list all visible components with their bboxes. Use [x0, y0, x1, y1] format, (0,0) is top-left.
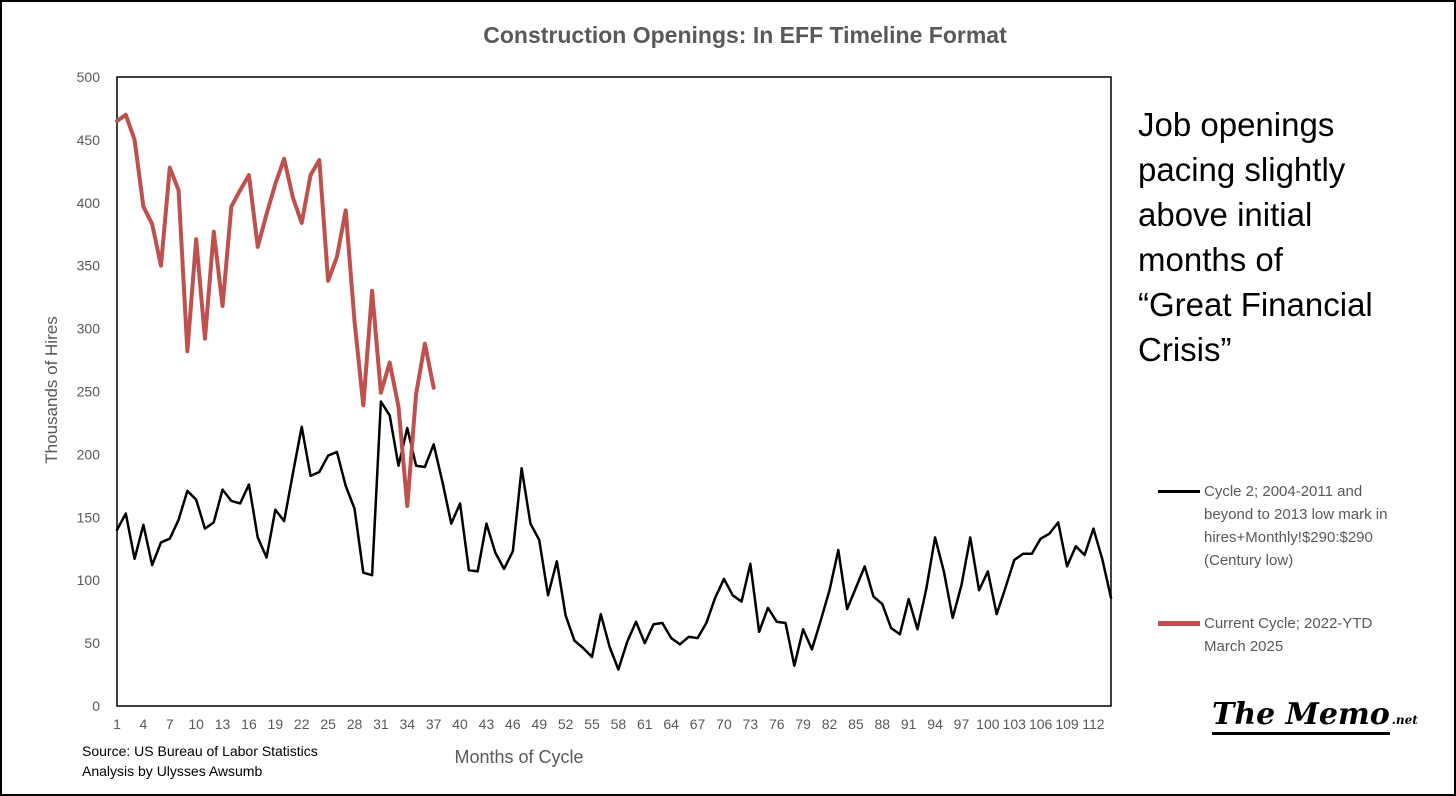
- y-tick-label: 0: [92, 698, 100, 714]
- x-tick-label: 112: [1082, 716, 1105, 732]
- legend-label-line: Current Cycle; 2022-YTD: [1204, 615, 1373, 632]
- x-tick-labels: 1 4 7 10 13 16 19 22 25 28 31 34 37 40 43 46 49 52 55 58 61 6…: [113, 716, 1105, 732]
- x-tick-label: 73: [743, 716, 759, 732]
- x-tick-label: 61: [637, 716, 653, 732]
- x-tick-label: 22: [294, 716, 310, 732]
- y-tick-label: 250: [77, 384, 101, 400]
- y-tick-label: 400: [77, 195, 101, 211]
- x-tick-label: 19: [268, 716, 284, 732]
- x-tick-label: 1: [113, 716, 121, 732]
- source-note: Source: US Bureau of Labor Statistics An…: [82, 741, 318, 781]
- x-tick-label: 40: [452, 716, 468, 732]
- x-tick-label: 13: [215, 716, 231, 732]
- x-tick-label: 100: [976, 716, 1000, 732]
- x-tick-label: 67: [690, 716, 706, 732]
- x-tick-label: 82: [822, 716, 838, 732]
- series-line-current-cycle: [115, 112, 436, 508]
- y-tick-label: 300: [77, 321, 101, 337]
- x-tick-label: 94: [927, 716, 943, 732]
- x-tick-label: 16: [241, 716, 257, 732]
- x-tick-label: 25: [320, 716, 336, 732]
- x-tick-label: 79: [795, 716, 811, 732]
- y-tick-label: 450: [77, 132, 101, 148]
- legend-label-cycle-2: Cycle 2; 2004-2011 and beyond to 2013 lo…: [1204, 480, 1444, 572]
- axes: [116, 76, 1112, 707]
- x-tick-label: 55: [584, 716, 600, 732]
- the-memo-logo: The Memo .net: [1212, 697, 1418, 735]
- legend-label-line: (Century low): [1204, 552, 1294, 569]
- x-tick-label: 109: [1055, 716, 1079, 732]
- x-tick-label: 31: [373, 716, 389, 732]
- y-tick-label: 100: [77, 572, 101, 588]
- y-tick-label: 150: [77, 509, 101, 525]
- x-tick-label: 76: [769, 716, 785, 732]
- x-tick-label: 7: [166, 716, 174, 732]
- y-tick-label: 200: [77, 446, 101, 462]
- x-tick-label: 85: [848, 716, 864, 732]
- source-line: Analysis by Ulysses Awsumb: [82, 763, 263, 779]
- y-axis-title: Thousands of Hires: [42, 316, 61, 464]
- x-tick-label: 34: [399, 716, 415, 732]
- y-tick-label: 350: [77, 258, 101, 274]
- x-tick-label: 10: [188, 716, 204, 732]
- x-tick-label: 97: [954, 716, 970, 732]
- legend-label-line: hires+Monthly!$290:$290: [1204, 529, 1373, 546]
- x-tick-label: 103: [1003, 716, 1027, 732]
- y-tick-labels: 0 50 100 150 200 250 300 350 400 450 500: [77, 69, 101, 714]
- x-tick-label: 49: [531, 716, 547, 732]
- legend-label-line: March 2025: [1204, 638, 1284, 655]
- legend-label-line: Cycle 2; 2004-2011 and: [1204, 483, 1363, 500]
- plot-border: [116, 76, 1112, 707]
- x-tick-label: 88: [875, 716, 891, 732]
- y-tick-label: 50: [84, 635, 100, 651]
- x-tick-label: 58: [611, 716, 627, 732]
- annotation-line: above initial: [1138, 196, 1313, 233]
- legend-label-current-cycle: Current Cycle; 2022-YTD March 2025: [1204, 612, 1444, 658]
- annotation-line: Crisis”: [1138, 331, 1232, 368]
- x-tick-label: 46: [505, 716, 521, 732]
- chart-title: Construction Openings: In EFF Timeline F…: [483, 22, 1007, 48]
- legend-swatch-current-cycle: [1158, 621, 1200, 626]
- x-tick-label: 106: [1029, 716, 1053, 732]
- annotation-text: Job openings pacing slightly above initi…: [1138, 102, 1438, 372]
- annotation-line: “Great Financial: [1138, 286, 1373, 323]
- legend-label-line: beyond to 2013 low mark in: [1204, 506, 1388, 523]
- series-layer: [115, 112, 1113, 671]
- source-line: Source: US Bureau of Labor Statistics: [82, 743, 318, 759]
- logo-main-text: The Memo: [1212, 697, 1390, 735]
- x-tick-label: 37: [426, 716, 442, 732]
- x-tick-label: 70: [716, 716, 732, 732]
- annotation-line: pacing slightly: [1138, 151, 1346, 188]
- y-tick-label: 500: [77, 69, 101, 85]
- legend-swatch-cycle-2: [1158, 490, 1200, 493]
- x-tick-label: 4: [139, 716, 147, 732]
- annotation-line: Job openings: [1138, 106, 1335, 143]
- x-tick-label: 64: [663, 716, 679, 732]
- x-axis-title: Months of Cycle: [454, 747, 584, 767]
- x-tick-label: 91: [901, 716, 917, 732]
- annotation-line: months of: [1138, 241, 1283, 278]
- x-tick-label: 28: [347, 716, 363, 732]
- logo-suffix-text: .net: [1391, 713, 1418, 727]
- x-tick-label: 43: [479, 716, 495, 732]
- x-tick-label: 52: [558, 716, 574, 732]
- series-line-cycle-2: [115, 400, 1113, 671]
